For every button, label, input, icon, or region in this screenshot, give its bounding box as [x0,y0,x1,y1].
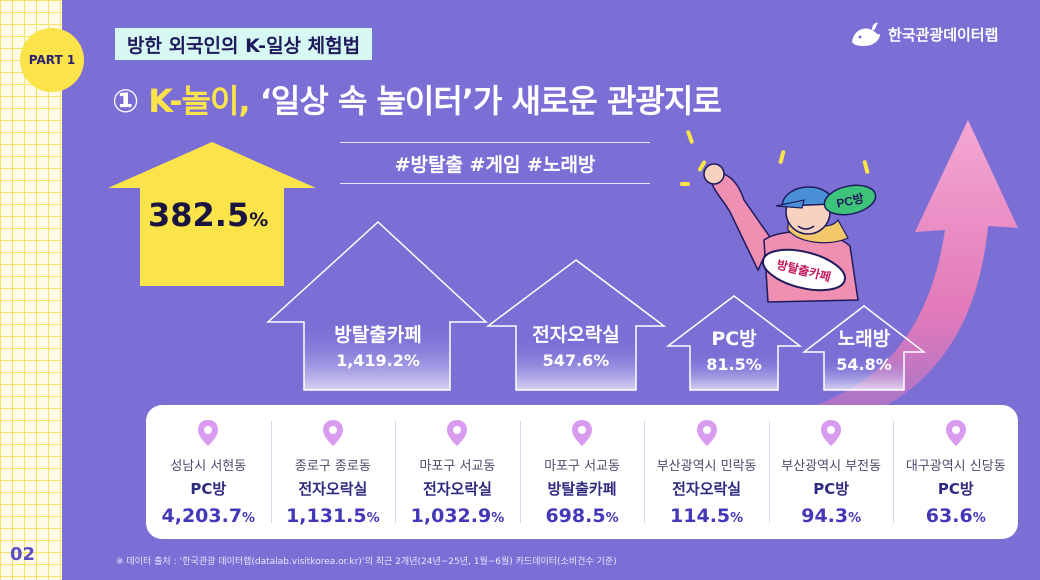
page-number: 02 [10,544,36,565]
location-card: 성남시 서현동 PC방 4,203.7% 종로구 종로동 전자오락실 1,131… [146,405,1018,539]
title-rest: ‘일상 속 놀이터’가 새로운 관광지로 [259,82,722,120]
location-value: 1,032.9% [410,505,505,527]
divider [340,142,650,143]
category-escape-room: 방탈출카페 1,419.2% [334,324,422,370]
location-area: 대구광역시 신당동 [905,459,1006,474]
map-pin-icon [696,420,717,446]
subtitle: 방한 외국인의 K-일상 체험법 [115,28,373,60]
location-value: 4,203.7% [161,505,256,527]
arrow-escape-room-icon [266,220,488,391]
location-type: 전자오락실 [672,480,742,498]
location-area: 성남시 서현동 [170,459,247,474]
headline-number: 382.5 [148,196,250,234]
divider [340,183,650,184]
map-pin-icon [322,420,343,446]
location-type: PC방 [813,480,850,498]
headline-value: 382.5% [148,196,268,234]
location-item: 부산광역시 민락동 전자오락실 114.5% [644,405,769,539]
location-value: 63.6% [925,505,986,527]
bubble-label: PC방 [835,190,865,210]
category-arcade: 전자오락실 547.6% [532,324,620,370]
data-source-note: ※ 데이터 출처 : ‘한국관광 데이터랩(datalab.visitkorea… [116,557,617,567]
location-type: PC방 [190,480,227,498]
location-area: 마포구 서교동 [544,459,620,474]
category-pc-room: PC방 81.5% [706,328,762,374]
location-area: 부산광역시 민락동 [656,459,757,474]
location-type: 전자오락실 [298,480,368,498]
location-type: 방탈출카페 [547,480,617,498]
map-pin-icon [572,420,593,446]
headline-unit: % [249,209,269,231]
arrow-karaoke-icon [801,305,927,391]
location-area: 부산광역시 부전동 [781,459,882,474]
grid-pattern-strip [0,0,62,580]
title-highlight: K-놀이, [148,82,250,120]
location-item: 마포구 서교동 전자오락실 1,032.9% [395,405,520,539]
location-item: 부산광역시 부전동 PC방 94.3% [768,405,894,539]
arrow-arcade-icon [485,259,667,391]
headline-arrow-icon [108,142,316,286]
map-pin-icon [821,420,842,446]
part-badge: PART 1 [20,28,84,92]
category-karaoke: 노래방 54.8% [836,328,892,374]
location-value: 698.5% [545,505,619,527]
logo-text: 한국관광데이터랩 [888,25,999,44]
location-item: 성남시 서현동 PC방 4,203.7% [146,405,271,539]
person-illustration: PC방 방탈출카페 [680,130,877,303]
location-type: PC방 [937,480,974,498]
location-item: 마포구 서교동 방탈출카페 698.5% [519,405,645,539]
location-item: 종로구 종로동 전자오락실 1,131.5% [270,405,396,539]
title-number: ① [112,82,139,120]
location-type: 전자오락실 [422,480,492,498]
location-area: 종로구 종로동 [294,459,371,474]
hashtags: #방탈출 #게임 #노래방 [394,154,596,176]
location-value: 1,131.5% [286,505,380,527]
map-pin-icon [447,420,468,446]
map-pin-icon [945,420,966,446]
location-value: 114.5% [670,505,744,527]
location-area: 마포구 서교동 [419,459,496,474]
map-pin-icon [198,420,219,446]
location-item: 대구광역시 신당동 PC방 63.6% [893,405,1018,539]
whale-logo-icon [852,22,880,46]
arrow-pc-room-icon [665,295,803,391]
logo: 한국관광데이터랩 [850,20,998,48]
page-title: ① K-놀이, ‘일상 속 놀이터’가 새로운 관광지로 [112,76,722,122]
location-value: 94.3% [801,505,862,527]
